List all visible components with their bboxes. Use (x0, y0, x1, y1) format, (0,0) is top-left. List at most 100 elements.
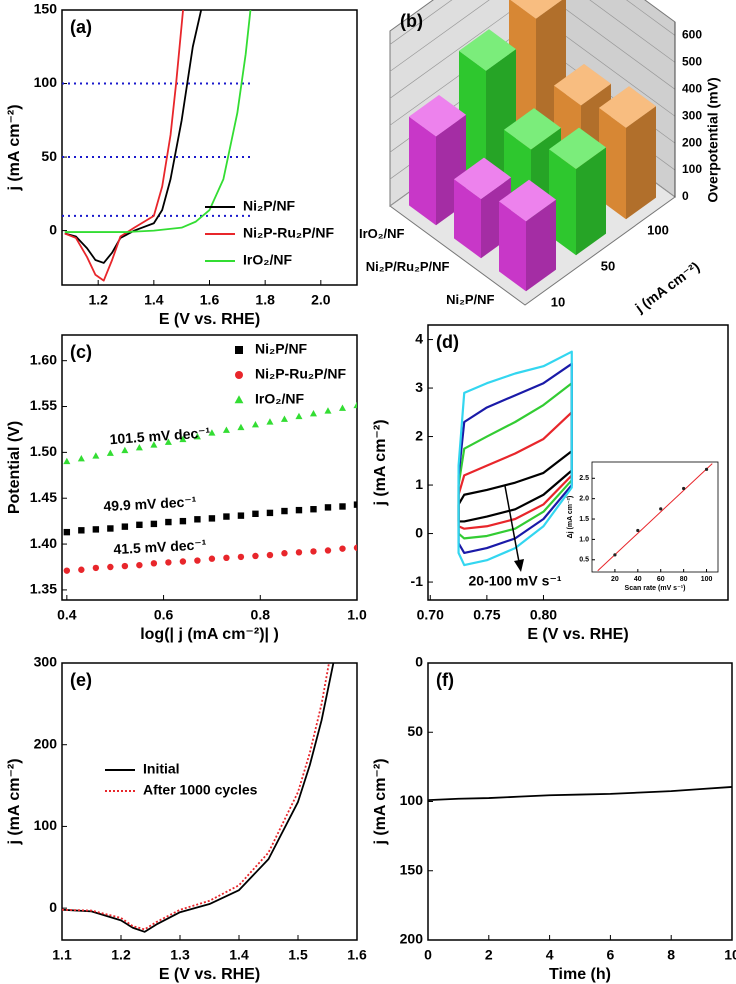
marker (353, 544, 357, 551)
marker (252, 552, 259, 560)
x-tick-label: 1.2 (111, 947, 131, 963)
marker (280, 415, 288, 422)
marker (193, 432, 201, 440)
legend-label: Ni₂P/NF (255, 341, 308, 357)
marker (659, 507, 663, 511)
bar-top-face-shade (549, 127, 606, 169)
marker (222, 426, 230, 433)
line (428, 786, 732, 802)
x-axis-label: E (V vs. RHE) (159, 311, 260, 328)
marker (179, 435, 187, 443)
x-tick-label: 1.4 (229, 947, 249, 963)
line (64, 10, 203, 264)
marker (636, 528, 640, 533)
marker (92, 452, 100, 459)
marker (194, 516, 201, 523)
panel-3d: 0 100 200 300 400 500 600 Overpotential (mV) Ni₂… (359, 0, 721, 316)
y-tick-label: 1.50 (30, 443, 57, 459)
y-tick-label: 150 (34, 1, 58, 17)
marker (150, 441, 158, 448)
marker (324, 407, 332, 414)
legend-label: Ni₂P-Ru₂P/NF (255, 366, 346, 382)
panel-label: (a) (70, 17, 92, 37)
marker (235, 371, 243, 379)
z-tick-label: 0 (682, 189, 689, 203)
bar-top-face-shade (454, 157, 511, 199)
marker (63, 567, 71, 574)
marker (92, 526, 100, 533)
marker (339, 503, 346, 510)
bar (409, 95, 466, 226)
y-tick-label: 1.55 (30, 397, 57, 413)
category-label: Ni₂P/Ru₂P/NF (366, 259, 450, 274)
panel-label: (d) (436, 332, 459, 352)
marker (266, 418, 274, 425)
bar-top-face (549, 127, 606, 169)
marker (208, 429, 216, 436)
x-tick-label: 0.8 (251, 607, 271, 623)
marker (179, 558, 187, 565)
panel-label: (b) (400, 11, 423, 31)
bar-right-face (576, 147, 606, 256)
plot-frame (61, 9, 358, 286)
y-tick-label: 150 (400, 861, 424, 877)
marker (165, 559, 172, 566)
marker (281, 507, 288, 515)
marker (704, 467, 709, 471)
legend-label: Ni₂P-Ru₂P/NF (243, 225, 334, 241)
marker (613, 553, 617, 557)
depth-tick-label: 50 (601, 258, 615, 273)
x-tick-label: 1.1 (52, 947, 72, 963)
bar-top-face-shade (599, 86, 656, 128)
y-tick-label: 1.45 (30, 489, 57, 505)
depth-tick-label: 100 (647, 222, 669, 237)
z-tick-label: 100 (682, 162, 702, 176)
x-tick-label: 6 (607, 947, 615, 963)
y-tick-label: 1.5 (579, 516, 589, 523)
marker (77, 454, 85, 462)
marker (208, 555, 216, 562)
marker (324, 504, 332, 511)
y-tick-label: 2 (415, 427, 423, 443)
marker (106, 449, 114, 456)
bar-right-face-shade (626, 106, 656, 220)
marker (135, 443, 143, 451)
grid-line (389, 0, 676, 72)
x-tick-label: 4 (546, 947, 554, 963)
bar-right-face (626, 106, 656, 220)
arrow-head (514, 559, 524, 572)
line (62, 663, 330, 931)
marker (295, 549, 303, 556)
x-tick-label: 0 (424, 947, 432, 963)
marker (295, 506, 303, 514)
annotation: 20-100 mV s⁻¹ (469, 573, 562, 589)
bar-right-face (526, 199, 556, 292)
panel-label: (f) (436, 670, 454, 690)
x-tick-label: 1.2 (88, 292, 108, 308)
y-axis-label: j (mA cm⁻²) (6, 758, 23, 845)
x-tick-label: 0.70 (417, 607, 444, 623)
x-axis-label: Scan rate (mV s⁻¹) (625, 585, 686, 592)
x-tick-label: 2 (485, 947, 493, 963)
x-tick-label: 1.5 (288, 947, 308, 963)
y-tick-label: 300 (34, 654, 58, 670)
x-tick-label: 100 (701, 576, 713, 583)
x-axis-label: log(| j (mA cm⁻²)| ) (140, 626, 279, 643)
y-tick-label: 0 (49, 899, 57, 915)
plot-frame (61, 662, 358, 941)
bar-top-face (554, 64, 611, 106)
line (457, 350, 573, 567)
bar-top-face (409, 95, 466, 137)
legend-label: IrO₂/NF (243, 252, 292, 268)
marker (92, 564, 100, 572)
arrow (504, 485, 520, 563)
bar-left-face-shade (454, 179, 481, 259)
bar-top-face-shade (409, 95, 466, 137)
x-tick-label: 40 (634, 576, 642, 583)
x-tick-label: 1.0 (347, 607, 367, 623)
bar-top-face-shade (499, 179, 556, 222)
trend-line (597, 463, 713, 572)
marker (165, 518, 172, 526)
depth-tick-label: 10 (551, 294, 565, 309)
